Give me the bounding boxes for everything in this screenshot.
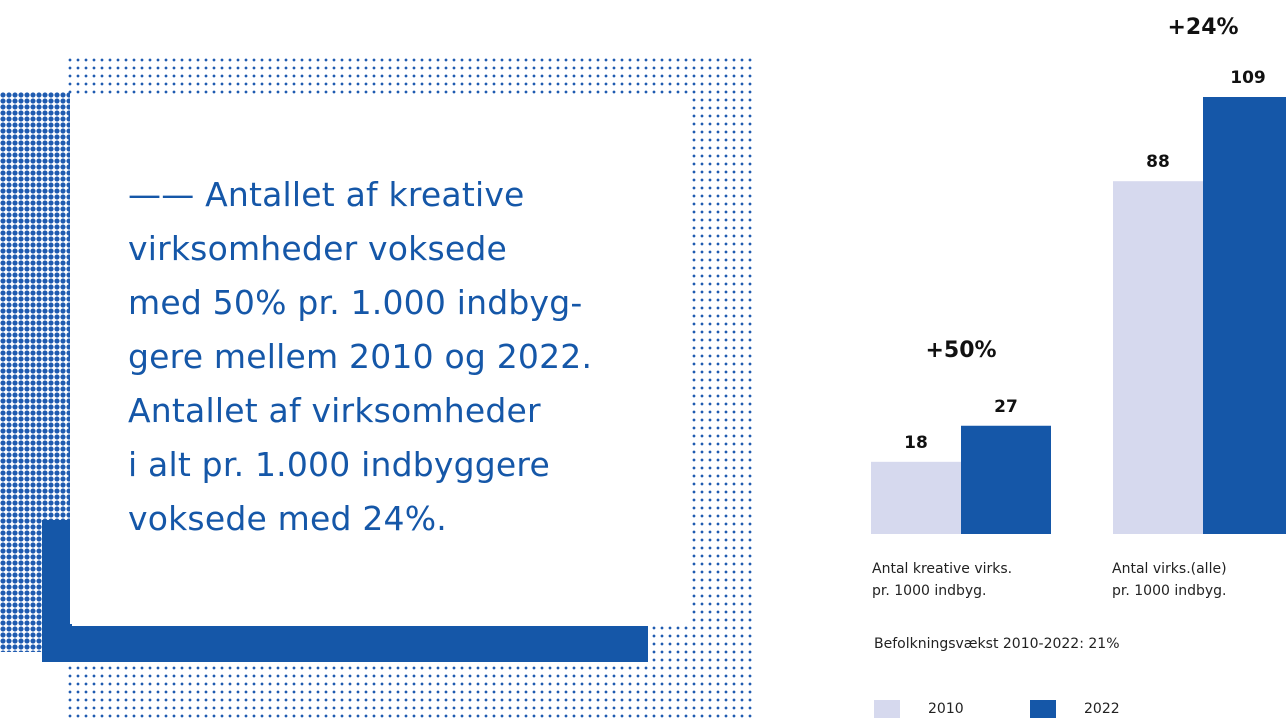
data-label-all-2010: 88 bbox=[1146, 152, 1170, 172]
growth-label-creative: +50% bbox=[925, 338, 996, 363]
quote-text: —— Antallet af kreative virksomheder vok… bbox=[128, 175, 593, 538]
legend-swatch-2010 bbox=[874, 700, 900, 718]
legend-swatch-2022 bbox=[1030, 700, 1056, 718]
growth-label-all: +24% bbox=[1167, 15, 1238, 40]
data-label-creative-2022: 27 bbox=[994, 397, 1018, 417]
data-label-creative-2010: 18 bbox=[904, 433, 928, 453]
bar-creative-2022 bbox=[961, 425, 1051, 534]
legend-item-2010: 2010 bbox=[874, 700, 964, 718]
bar-all-2022 bbox=[1203, 97, 1286, 534]
bar-chart: 18 27 +50% 88 109 +24% Antal kreative virks. … bbox=[840, 0, 1286, 720]
bar-chart-svg: 18 27 +50% 88 109 +24% bbox=[871, 15, 1286, 534]
legend-item-2022: 2022 bbox=[1030, 700, 1120, 718]
blue-frame-horizontal bbox=[42, 626, 648, 662]
legend-label-2022: 2022 bbox=[1084, 701, 1120, 717]
population-growth-note: Befolkningsvækst 2010-2022: 21% bbox=[874, 636, 1120, 652]
legend-label-2010: 2010 bbox=[928, 701, 964, 717]
bar-creative-2010 bbox=[871, 461, 961, 534]
category-label-all: Antal virks.(alle) pr. 1000 indbyg. bbox=[1112, 561, 1227, 599]
data-label-all-2022: 109 bbox=[1230, 68, 1266, 88]
bar-all-2010 bbox=[1113, 181, 1203, 534]
quote-card bbox=[70, 96, 690, 624]
category-label-creative: Antal kreative virks. pr. 1000 indbyg. bbox=[872, 561, 1013, 599]
